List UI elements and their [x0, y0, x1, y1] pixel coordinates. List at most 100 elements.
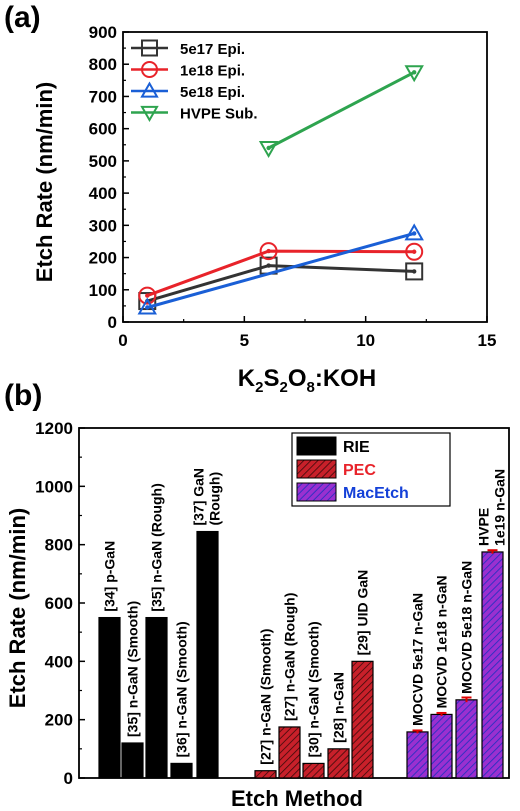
y-tick-label: 1000	[35, 477, 73, 496]
panel-b-x-axis-title: Etch Method	[231, 786, 363, 811]
bar	[327, 748, 350, 779]
bar	[351, 660, 374, 779]
data-point-marker	[404, 65, 424, 83]
data-point-marker	[405, 262, 424, 281]
y-tick-label: 700	[89, 87, 117, 106]
bar-label: [37] GaN	[191, 468, 207, 526]
x-tick-label: 5	[240, 331, 249, 350]
series-2	[137, 223, 424, 315]
bar-group: MOCVD 5e17 n-GaN	[406, 593, 429, 779]
y-tick-label: 500	[89, 152, 117, 171]
bar-label: MOCVD 5e17 n-GaN	[410, 593, 426, 726]
x-title-part-3: 2	[280, 379, 288, 396]
legend-item: 5e17 Epi.	[131, 39, 245, 58]
panel-b: (b) Etch Rate (nm/min) Etch Method 0 200 4…	[4, 379, 510, 811]
y-tick-label: 400	[45, 652, 73, 671]
bar-label: [27] n-GaN (Rough)	[282, 593, 298, 721]
x-title-part-4: O	[288, 365, 307, 392]
legend-marker	[141, 61, 158, 78]
bar-group: MOCVD 5e18 n-GaN	[455, 561, 478, 779]
bar-group: [27] n-GaN (Rough)	[278, 593, 301, 779]
panel-a: (a) Etch Rate (nm/min) K2S2O8:KOH 010020…	[4, 1, 496, 396]
bar-label: [36] n-GaN (Smooth)	[174, 621, 190, 757]
y-tick-label: 300	[89, 216, 117, 235]
panel-b-y-axis-title: Etch Rate (nm/min)	[5, 508, 30, 708]
bar	[302, 762, 325, 779]
data-point-marker	[138, 286, 157, 305]
panel-b-legend: RIE PEC MacEtch	[291, 432, 451, 507]
bar	[455, 699, 478, 779]
legend-item: 1e18 Epi.	[131, 61, 245, 80]
panel-a-y-axis-title: Etch Rate (nm/min)	[32, 82, 57, 282]
bar-label: [35] n-GaN (Rough)	[149, 483, 165, 611]
x-tick-label: 15	[478, 331, 497, 350]
y-tick-label: 900	[89, 23, 117, 42]
data-point-marker	[259, 242, 278, 261]
bar-label: MOCVD 1e18 n-GaN	[434, 575, 450, 708]
panel-a-legend: 5e17 Epi. 1e18 Epi. 5e18 Epi. HVPE Sub.	[131, 39, 258, 123]
legend-item: 5e18 Epi.	[131, 81, 245, 101]
panel-a-label: (a)	[4, 1, 41, 34]
bar-group: MOCVD 1e18 n-GaN	[430, 575, 453, 779]
legend-marker	[140, 105, 159, 123]
bar-group: [28] n-GaN	[327, 672, 350, 779]
series-3	[258, 65, 424, 159]
legend-item: RIE	[296, 436, 370, 456]
y-tick-label: 800	[89, 55, 117, 74]
bar-label: [29] UID GaN	[355, 570, 371, 656]
bar	[254, 770, 277, 779]
bar-group: HVPE 1e19 n-GaN	[476, 469, 508, 779]
legend-label: 1e18 Epi.	[180, 63, 245, 80]
bar-group: [34] p-GaN	[98, 541, 121, 779]
legend-label: RIE	[343, 439, 370, 456]
data-point-center	[266, 145, 271, 151]
bar	[278, 726, 301, 779]
y-tick-label: 600	[89, 120, 117, 139]
data-point-center	[412, 249, 417, 254]
legend-swatch	[296, 459, 337, 479]
y-tick-label: 600	[45, 594, 73, 613]
series-1	[138, 242, 424, 305]
legend-label: 5e18 Epi.	[180, 84, 245, 101]
bar	[481, 551, 504, 779]
y-tick-label: 400	[89, 184, 117, 203]
bar	[406, 731, 429, 779]
bar	[121, 742, 144, 779]
bar	[145, 616, 168, 779]
y-tick-label: 200	[45, 711, 73, 730]
panel-a-plot-frame	[122, 31, 488, 323]
panel-a-x-axis-title: K2S2O8:KOH	[238, 365, 376, 396]
legend-swatch	[296, 482, 337, 502]
legend-item: MacEtch	[296, 482, 409, 502]
bar-group: [27] n-GaN (Smooth)	[254, 629, 277, 779]
series-line	[267, 70, 415, 150]
bar-group: [36] n-GaN (Smooth)	[170, 621, 193, 779]
data-point-center	[412, 70, 417, 75]
bar-label: 1e19 n-GaN	[492, 469, 508, 546]
bar-group: [30] n-GaN (Smooth)	[302, 621, 325, 779]
data-point-center	[145, 293, 150, 298]
bar	[196, 530, 219, 779]
data-point-center	[412, 269, 417, 274]
bar-group: [29] UID GaN	[351, 570, 374, 779]
panel-b-label: (b)	[4, 379, 42, 412]
data-point-center	[145, 305, 150, 310]
bar	[98, 616, 121, 779]
data-point-marker	[258, 141, 279, 159]
legend-marker	[141, 39, 158, 57]
legend-label: PEC	[343, 462, 376, 479]
data-point-center	[412, 231, 417, 236]
y-tick-label: 200	[89, 249, 117, 268]
bar-group: [37] GaN (Rough)	[191, 468, 223, 779]
bar-label: [35] n-GaN (Smooth)	[125, 601, 141, 737]
bar-label: (Rough)	[207, 472, 223, 526]
y-tick-label: 0	[108, 313, 117, 332]
bar-label: [34] p-GaN	[102, 541, 118, 612]
legend-marker	[140, 81, 159, 98]
legend-label: MacEtch	[343, 485, 409, 502]
y-tick-label: 0	[64, 769, 73, 788]
legend-item: PEC	[296, 459, 376, 479]
x-tick-label: 10	[356, 331, 375, 350]
legend-label: 5e17 Epi.	[180, 41, 245, 58]
bar-label: [27] n-GaN (Smooth)	[258, 629, 274, 765]
